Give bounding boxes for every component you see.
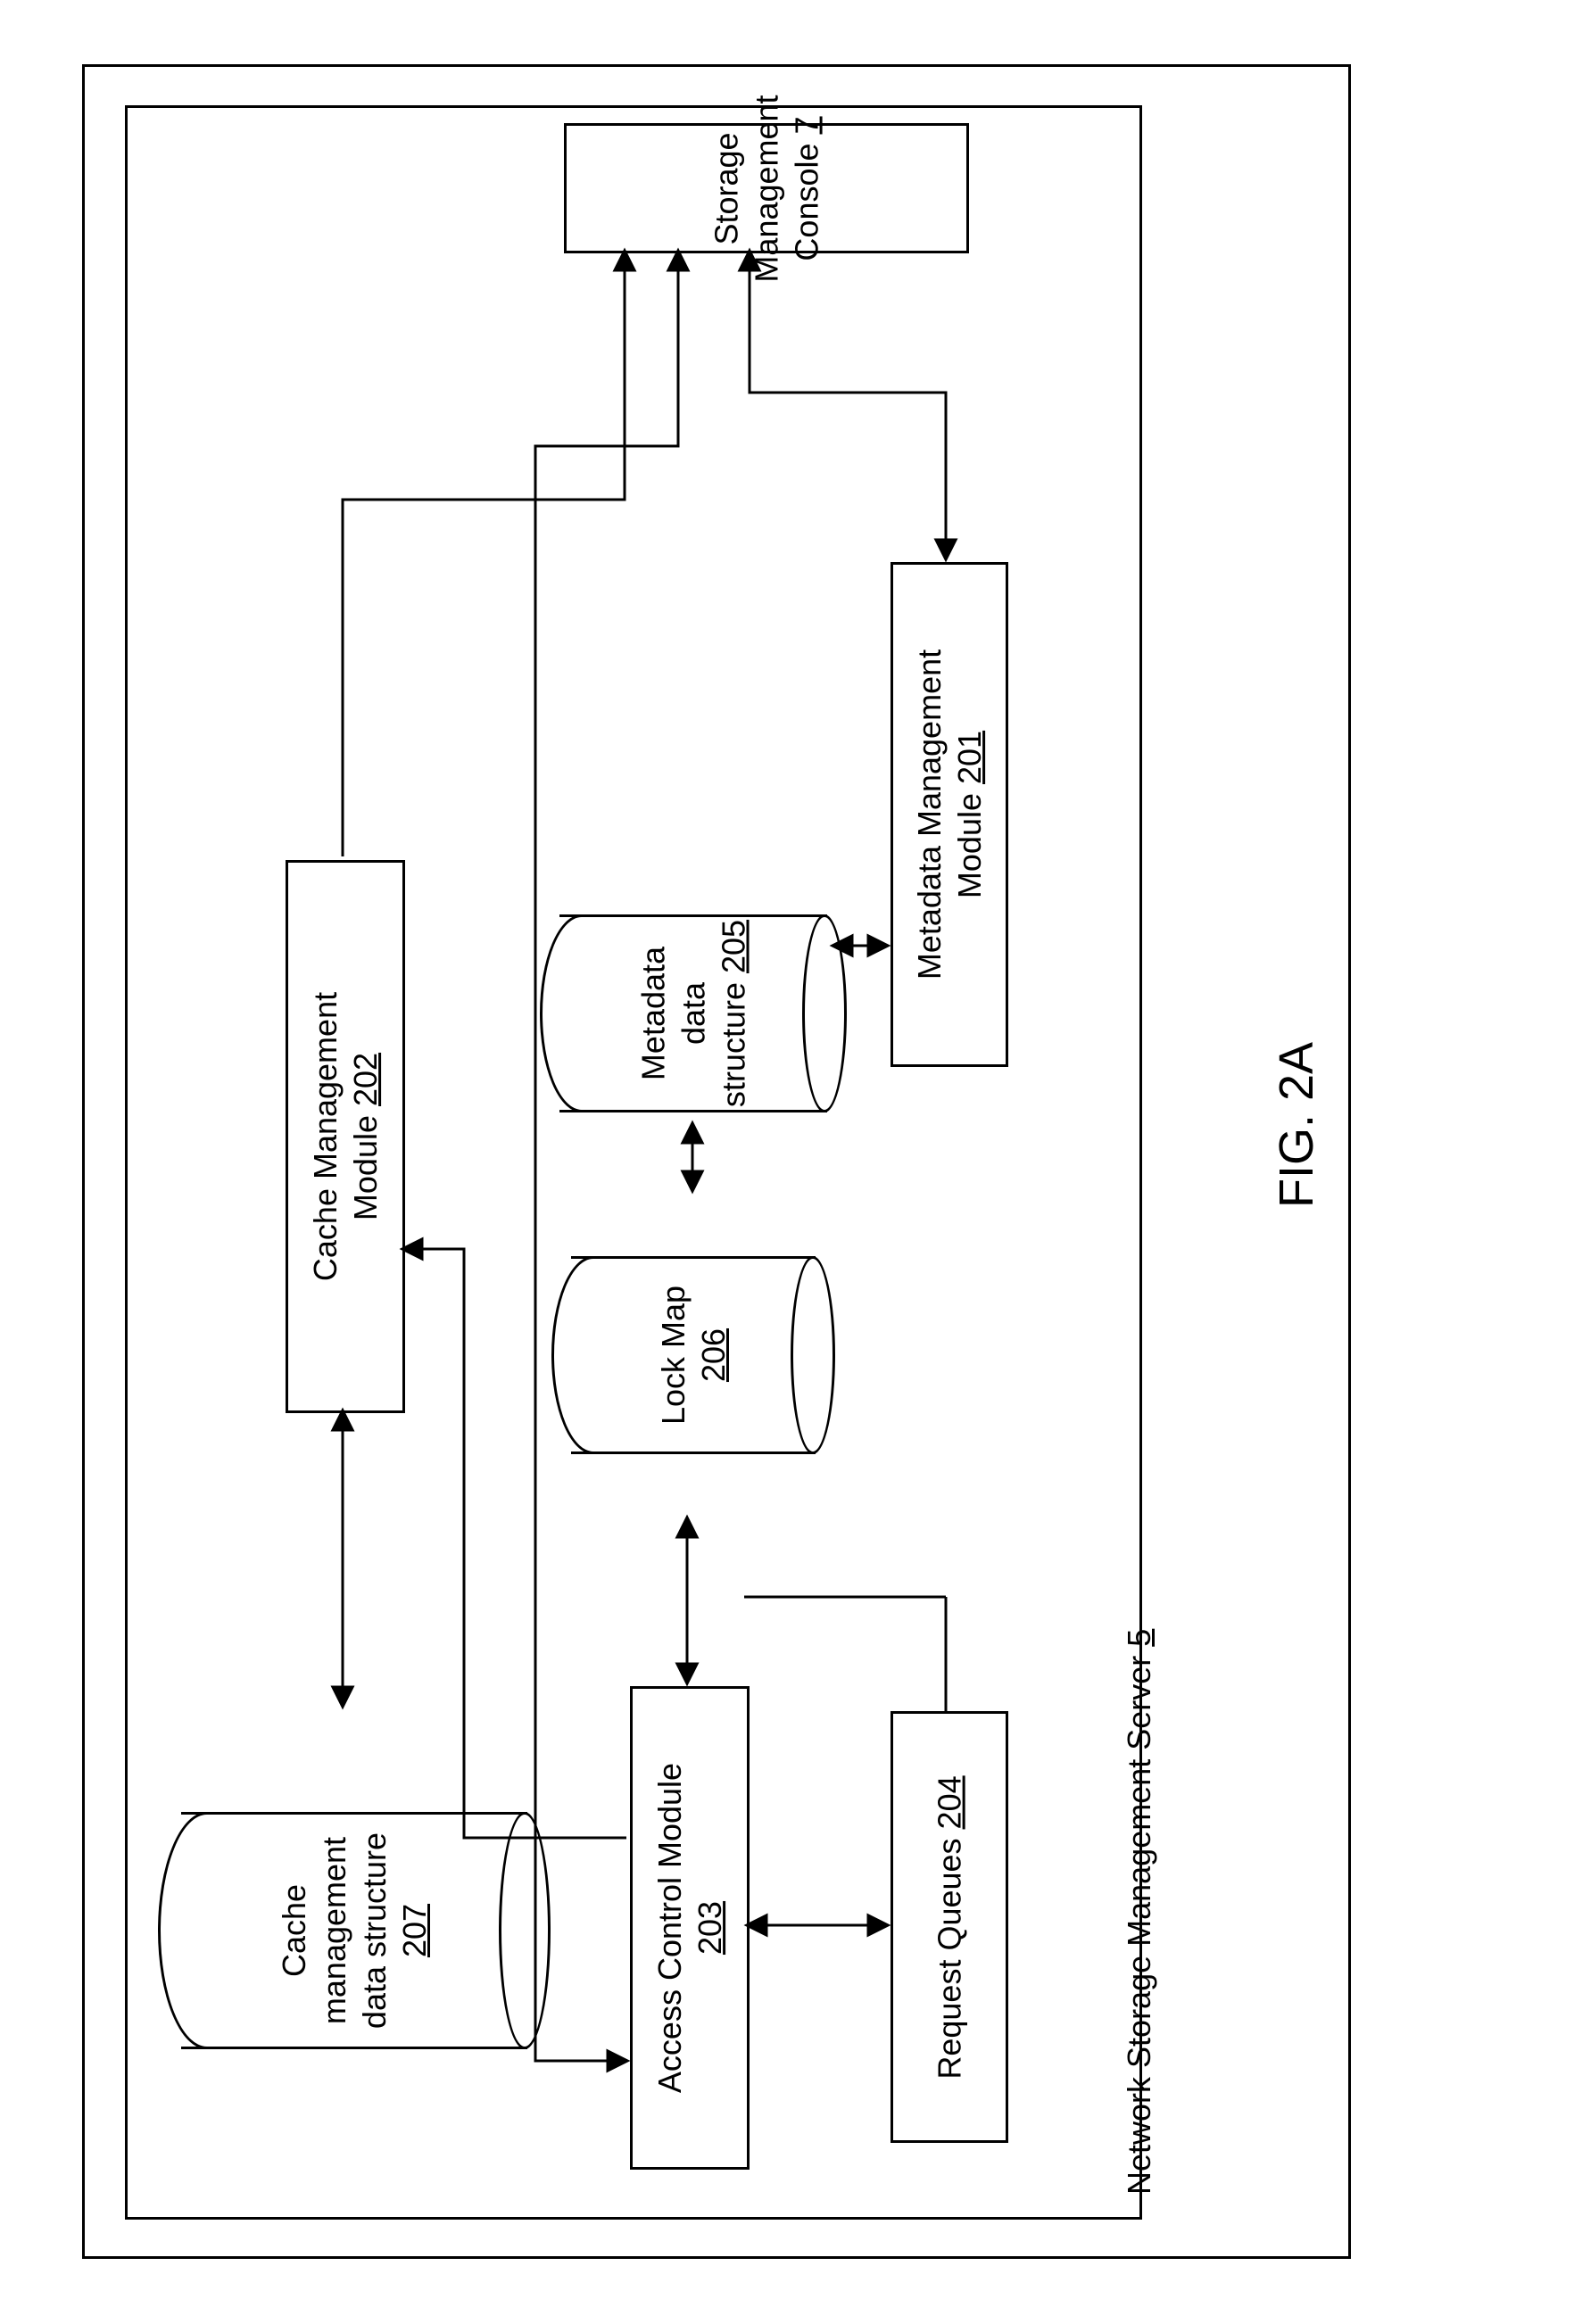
metadata-ds-l1: Metadata data [634, 914, 714, 1112]
access-control-box: Access Control Module 203 [630, 1686, 750, 2170]
metadata-mgmt-line2a: Module [951, 784, 988, 898]
request-queues-ref: 204 [932, 1775, 968, 1829]
storage-console-l3a: Console [788, 134, 824, 261]
server-title: Network Storage Management Server 5 [1121, 1629, 1158, 2195]
metadata-ds-cyl: Metadata data structure 205 [540, 914, 847, 1112]
figure-caption: FIG. 2A [1269, 1042, 1324, 1208]
lock-map-ref: 206 [695, 1328, 732, 1382]
storage-console-l2: Management [746, 95, 786, 282]
metadata-mgmt-box: Metadata Management Module 201 [891, 562, 1008, 1067]
storage-console-box: Storage Management Console 7 [564, 123, 969, 253]
request-queues-box: Request Queues 204 [891, 1711, 1008, 2143]
lock-map-cyl: Lock Map 206 [551, 1256, 835, 1454]
cache-mgmt-l1: Cache Management [305, 992, 345, 1281]
cache-ds-ref: 207 [396, 1904, 433, 1957]
cache-ds-l1: Cache [274, 1812, 314, 2049]
metadata-ds-ref: 205 [716, 920, 752, 973]
access-control-l1: Access Control Module [650, 1763, 690, 2093]
page: Network Storage Management Server 5 FIG.… [0, 0, 1574, 2324]
storage-console-ref: 7 [788, 116, 824, 134]
cache-ds-l2: management [314, 1812, 354, 2049]
server-title-ref: 5 [1121, 1629, 1157, 1647]
metadata-mgmt-ref: 201 [951, 731, 988, 784]
storage-console-l1: Storage [706, 95, 746, 282]
cache-mgmt-box: Cache Management Module 202 [286, 860, 405, 1413]
cache-ds-cyl: Cache management data structure 207 [158, 1812, 551, 2049]
access-control-ref: 203 [692, 1901, 728, 1955]
cache-mgmt-ref: 202 [347, 1053, 384, 1106]
cache-ds-l3: data structure [354, 1812, 394, 2049]
metadata-mgmt-line1: Metadata Management [909, 649, 949, 980]
server-title-text: Network Storage Management Server [1121, 1647, 1157, 2195]
lock-map-l1: Lock Map [653, 1256, 693, 1454]
request-queues-label: Request Queues [932, 1829, 968, 2079]
cache-mgmt-l2a: Module [347, 1106, 384, 1220]
metadata-ds-l2a: structure [716, 973, 752, 1107]
